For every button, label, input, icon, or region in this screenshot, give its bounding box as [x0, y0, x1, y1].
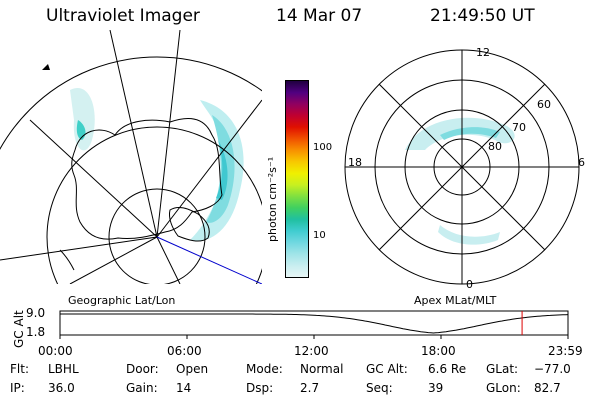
- altitude-ytick-max: 9.0: [26, 306, 46, 320]
- info-value: 6.6 Re: [428, 362, 467, 376]
- mlt-label-bottom: 0: [466, 278, 473, 291]
- lat-label-60: 60: [537, 98, 551, 111]
- info-label: GC Alt:: [366, 362, 408, 376]
- info-value: 39: [428, 381, 444, 395]
- info-label: Dsp:: [246, 381, 274, 395]
- info-label: Door:: [126, 362, 159, 376]
- info-label: Flt:: [10, 362, 29, 376]
- altitude-xtick: 00:00: [38, 344, 73, 358]
- info-value: 2.7: [300, 381, 320, 395]
- info-label: Mode:: [246, 362, 283, 376]
- info-label: Gain:: [126, 381, 158, 395]
- info-value: 82.7: [534, 381, 561, 395]
- info-label: Seq:: [366, 381, 393, 395]
- info-label: GLat:: [486, 362, 519, 376]
- colorbar-unit-label: photon cm⁻²s⁻¹: [266, 156, 279, 242]
- info-label: IP:: [10, 381, 25, 395]
- mlt-label-left: 18: [348, 156, 362, 169]
- lat-label-80: 80: [488, 140, 502, 153]
- altitude-xtick: 23:59: [548, 344, 583, 358]
- polar-map-label: Apex MLat/MLT: [414, 294, 497, 307]
- colorbar-tick-10: 10: [313, 230, 326, 241]
- geo-map-label: Geographic Lat/Lon: [68, 294, 176, 307]
- mlt-label-top: 12: [476, 46, 490, 59]
- date-display: 14 Mar 07: [276, 6, 363, 26]
- instrument-title: Ultraviolet Imager: [46, 6, 200, 26]
- time-display: 21:49:50 UT: [430, 6, 535, 26]
- info-value: LBHL: [48, 362, 79, 376]
- altitude-xtick: 12:00: [294, 344, 329, 358]
- info-value: Normal: [300, 362, 344, 376]
- lat-label-70: 70: [512, 121, 526, 134]
- altitude-xtick: 18:00: [421, 344, 456, 358]
- altitude-xtick: 06:00: [167, 344, 202, 358]
- altitude-ytick-min: 1.8: [26, 325, 46, 339]
- info-label: GLon:: [486, 381, 521, 395]
- aurora-emission: [70, 88, 244, 241]
- mlt-label-right: 6: [578, 156, 585, 169]
- info-value: 14: [176, 381, 192, 395]
- polar-map: [344, 49, 580, 285]
- altitude-ylabel: GC Alt: [12, 310, 26, 348]
- info-value: Open: [176, 362, 209, 376]
- colorbar-tick-100: 100: [313, 142, 333, 153]
- info-value: −77.0: [534, 362, 571, 376]
- colorbar: [285, 80, 309, 278]
- info-value: 36.0: [48, 381, 75, 395]
- altitude-plot: [59, 310, 569, 339]
